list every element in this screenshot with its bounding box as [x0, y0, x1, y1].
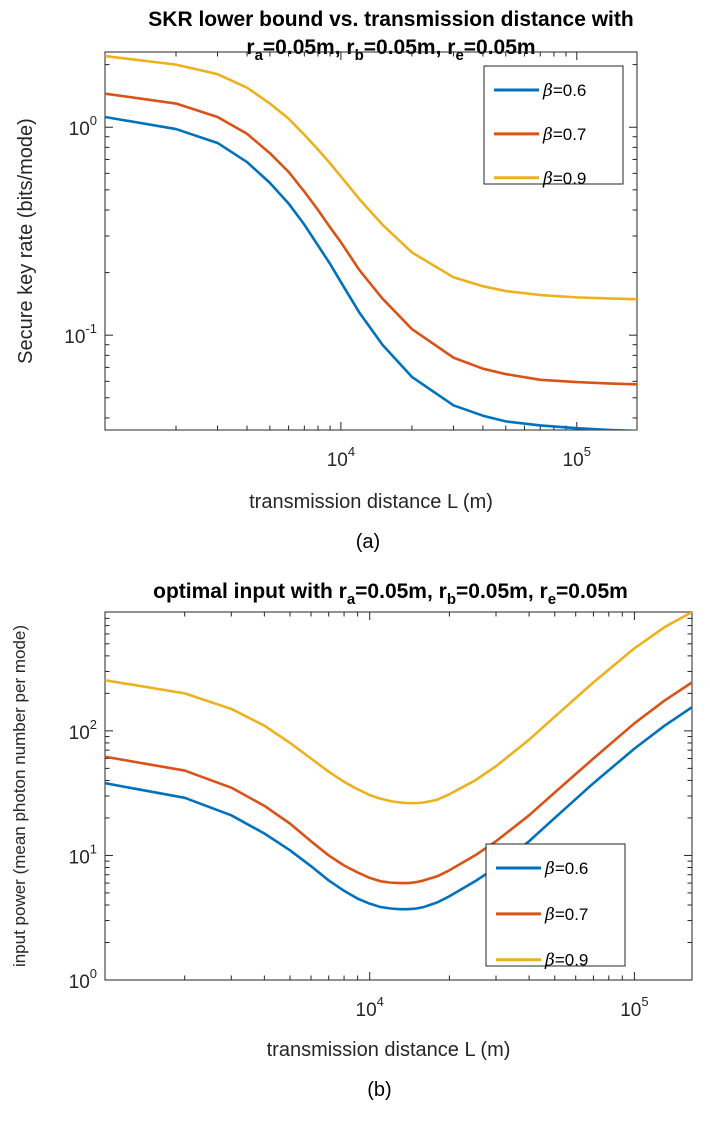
y-tick-label: 101 — [69, 841, 97, 868]
legend-label-1: β=0.6 — [542, 81, 586, 101]
series-line-3 — [105, 54, 637, 301]
legend: β=0.6 β=0.7 β=0.9 — [485, 843, 626, 971]
legend-box — [483, 65, 624, 185]
y-axis-label: input power (mean photon number per mode… — [10, 625, 29, 967]
x-tick-label: 104 — [356, 994, 384, 1021]
x-tick-label: 105 — [563, 444, 591, 471]
legend-label-2: β=0.7 — [542, 125, 586, 145]
x-tick-label: 105 — [620, 994, 648, 1021]
plot-area — [104, 51, 638, 431]
x-axis-label: transmission distance L (m) — [249, 491, 493, 513]
figure-caption: (a) — [356, 531, 380, 553]
chart-title-line1: SKR lower bound vs. transmission distanc… — [148, 8, 633, 31]
legend-label-3: β=0.9 — [544, 951, 588, 971]
legend-box — [485, 843, 626, 967]
legend-label-2: β=0.7 — [544, 905, 588, 925]
chart-a-skr-vs-distance: SKR lower bound vs. transmission distanc… — [15, 8, 638, 553]
legend-label-3: β=0.9 — [542, 169, 586, 189]
chart-title-line2: ra=0.05m, rb=0.05m, re=0.05m — [246, 36, 535, 64]
y-axis-label: Secure key rate (bits/mode) — [15, 118, 37, 364]
x-axis-label: transmission distance L (m) — [267, 1039, 511, 1061]
series-line-2 — [105, 92, 637, 386]
chart-title: optimal input with ra=0.05m, rb=0.05m, r… — [153, 580, 628, 608]
y-tick-label: 10-1 — [64, 321, 97, 348]
y-tick-label: 100 — [69, 113, 97, 140]
x-tick-label: 104 — [327, 444, 355, 471]
series-line-3 — [105, 612, 692, 805]
chart-b-optimal-input: optimal input with ra=0.05m, rb=0.05m, r… — [10, 580, 693, 1101]
series-line-1 — [105, 115, 637, 430]
series-line-2 — [105, 681, 692, 885]
series-line-1 — [105, 705, 692, 911]
y-tick-label: 102 — [69, 717, 97, 744]
y-tick-label: 100 — [69, 966, 97, 993]
legend: β=0.6 β=0.7 β=0.9 — [483, 65, 624, 189]
legend-label-1: β=0.6 — [544, 859, 588, 879]
figure-caption: (b) — [367, 1079, 391, 1101]
